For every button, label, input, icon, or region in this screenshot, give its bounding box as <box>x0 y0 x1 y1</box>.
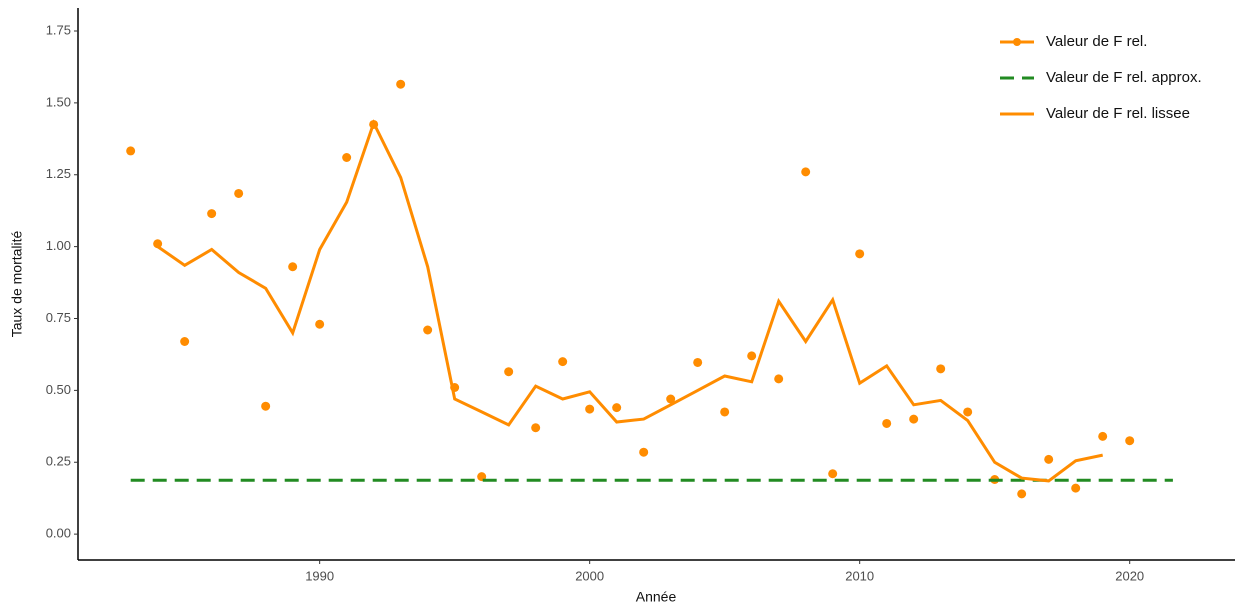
legend-label: Valeur de F rel. lissee <box>1046 105 1190 122</box>
point <box>909 414 919 424</box>
y-tick-label: 1.00 <box>46 238 71 253</box>
y-tick-label: 1.50 <box>46 94 71 109</box>
point <box>882 418 892 428</box>
point <box>855 249 865 259</box>
point <box>1125 436 1135 446</box>
point <box>396 79 406 89</box>
point <box>288 262 298 272</box>
x-tick-label: 1990 <box>305 568 334 583</box>
point <box>720 407 730 417</box>
point <box>936 364 946 374</box>
x-tick-label: 2000 <box>575 568 604 583</box>
point <box>585 404 595 414</box>
legend-symbol <box>1013 38 1021 46</box>
point <box>207 209 217 219</box>
point <box>612 403 622 413</box>
y-tick-label: 0.25 <box>46 454 71 469</box>
y-tick-label: 0.75 <box>46 310 71 325</box>
point <box>153 239 163 249</box>
point <box>234 188 244 198</box>
y-tick-label: 1.25 <box>46 166 71 181</box>
y-axis-label: Taux de mortalité <box>9 230 25 337</box>
y-tick-label: 0.00 <box>46 526 71 541</box>
point <box>423 325 433 335</box>
point <box>963 407 973 417</box>
x-tick-label: 2020 <box>1115 568 1144 583</box>
legend-label: Valeur de F rel. <box>1046 33 1147 50</box>
point <box>747 351 757 361</box>
point <box>693 357 703 367</box>
point <box>315 319 325 329</box>
point <box>1071 483 1081 493</box>
point <box>666 394 676 404</box>
legend-label: Valeur de F rel. approx. <box>1046 69 1202 86</box>
point <box>180 337 190 346</box>
y-tick-label: 0.50 <box>46 382 71 397</box>
point <box>1017 489 1027 499</box>
point <box>1044 454 1054 464</box>
point <box>558 357 568 367</box>
point <box>801 167 811 177</box>
point <box>342 153 352 162</box>
point <box>531 423 541 433</box>
point <box>126 146 136 156</box>
point <box>1098 431 1108 441</box>
point <box>774 374 784 384</box>
y-tick-label: 1.75 <box>46 22 71 37</box>
point <box>639 447 649 457</box>
point <box>504 367 514 377</box>
point <box>828 469 838 479</box>
line <box>156 119 1104 483</box>
point <box>261 401 271 411</box>
x-tick-label: 2010 <box>845 568 874 583</box>
x-axis-label: Année <box>636 589 677 605</box>
